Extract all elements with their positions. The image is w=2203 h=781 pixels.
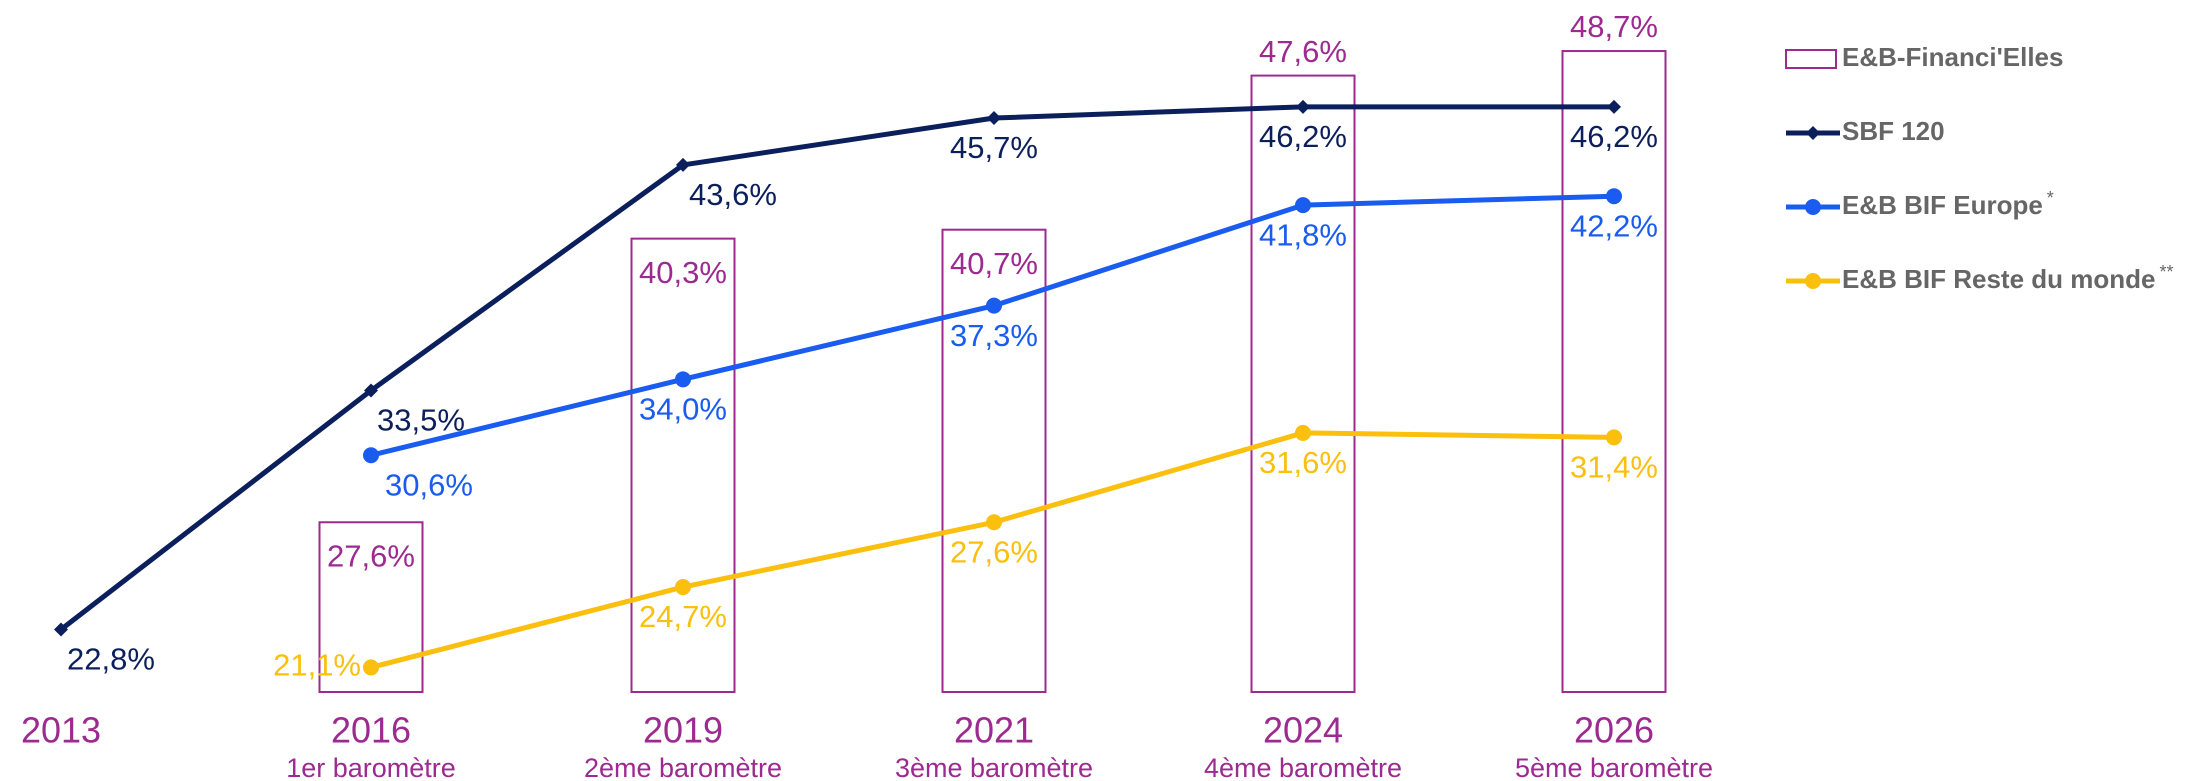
legend-item: SBF 120 xyxy=(1786,116,1945,146)
marker xyxy=(986,297,1002,314)
marker xyxy=(54,622,68,637)
marker xyxy=(1606,188,1622,205)
legend-marker xyxy=(1805,199,1821,215)
legend-marker xyxy=(1805,273,1821,289)
bar xyxy=(1250,74,1356,694)
x-sub-label: 2ème baromètre xyxy=(584,753,782,781)
marker xyxy=(1295,197,1311,214)
line-value-label: 31,6% xyxy=(1259,445,1347,480)
line-value-label: 37,3% xyxy=(950,318,1038,353)
line-value-label: 46,2% xyxy=(1570,119,1658,154)
x-sub-label: 3ème baromètre xyxy=(895,753,1093,781)
marker xyxy=(986,514,1002,531)
line xyxy=(59,104,1614,632)
legend-swatch xyxy=(1785,49,1837,69)
legend-label: E&B BIF Reste du monde ** xyxy=(1842,262,2174,294)
legend-item: E&B BIF Europe * xyxy=(1786,188,2054,220)
legend-marker xyxy=(1806,126,1820,140)
x-sub-label: 5ème baromètre xyxy=(1515,753,1713,781)
bar-value-label: 40,3% xyxy=(639,255,727,290)
legend-name: SBF 120 xyxy=(1842,116,1945,146)
bar-value-label: 48,7% xyxy=(1570,9,1658,44)
line-value-label: 46,2% xyxy=(1259,119,1347,154)
marker xyxy=(363,659,379,676)
x-tick-label: 2019 xyxy=(643,710,723,751)
legend-name: E&B BIF Europe xyxy=(1842,190,2043,220)
bar xyxy=(318,521,424,693)
legend-label: E&B-Financi'Elles xyxy=(1842,42,2063,72)
line-value-label: 24,7% xyxy=(639,599,727,634)
legend-note: ** xyxy=(2159,262,2173,282)
bar xyxy=(630,237,736,693)
line-value-label: 31,4% xyxy=(1570,450,1658,485)
line-value-label: 43,6% xyxy=(689,177,777,212)
line-value-label: 30,6% xyxy=(385,467,473,502)
bar-value-label: 40,7% xyxy=(950,246,1038,281)
legend-name: E&B-Financi'Elles xyxy=(1842,42,2063,72)
legend-item: E&B-Financi'Elles xyxy=(1785,42,2063,72)
x-tick-label: 2013 xyxy=(21,710,101,751)
bar xyxy=(1561,50,1667,694)
line-value-label: 45,7% xyxy=(950,130,1038,165)
marker xyxy=(675,371,691,388)
line-value-label: 21,1% xyxy=(273,648,361,683)
x-sub-label: 4ème baromètre xyxy=(1204,753,1402,781)
marker xyxy=(1295,424,1311,441)
line-value-label: 22,8% xyxy=(67,642,155,677)
legend-label: E&B BIF Europe * xyxy=(1842,188,2054,220)
marker xyxy=(1296,99,1310,114)
marker xyxy=(987,111,1001,126)
legend-item: E&B BIF Reste du monde ** xyxy=(1786,262,2174,294)
marker xyxy=(675,579,691,596)
line-value-label: 34,0% xyxy=(639,392,727,427)
x-tick-label: 2024 xyxy=(1263,710,1343,751)
bar xyxy=(941,228,1047,693)
marker xyxy=(676,157,690,172)
legend-name: E&B BIF Reste du monde xyxy=(1842,264,2155,294)
line-value-label: 27,6% xyxy=(950,534,1038,569)
marker xyxy=(1606,429,1622,446)
x-sub-label: 1er baromètre xyxy=(286,753,456,781)
x-tick-label: 2026 xyxy=(1574,710,1654,751)
line-value-label: 33,5% xyxy=(377,403,465,438)
legend-label: SBF 120 xyxy=(1842,116,1945,146)
marker xyxy=(364,383,378,398)
line-value-label: 42,2% xyxy=(1570,208,1658,243)
legend-note: * xyxy=(2047,188,2054,208)
line-value-label: 41,8% xyxy=(1259,217,1347,252)
marker xyxy=(363,447,379,464)
bar-value-label: 27,6% xyxy=(327,538,415,573)
x-tick-label: 2016 xyxy=(331,710,411,751)
x-tick-label: 2021 xyxy=(954,710,1034,751)
bar-value-label: 47,6% xyxy=(1259,34,1347,69)
marker xyxy=(1607,99,1621,114)
